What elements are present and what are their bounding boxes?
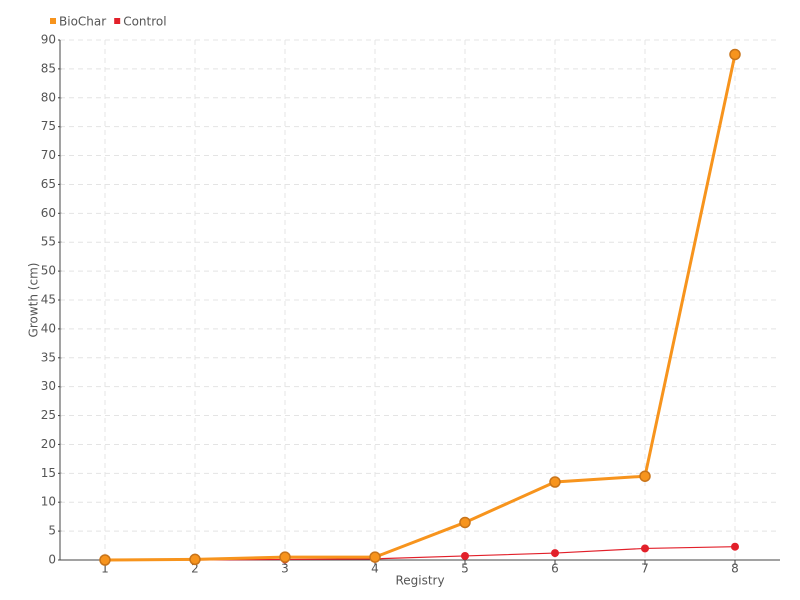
y-tick-label: 85 — [41, 61, 56, 75]
y-tick-label: 70 — [41, 148, 56, 162]
data-point — [279, 551, 291, 563]
data-point — [641, 544, 649, 553]
data-point — [639, 470, 651, 482]
y-tick-label: 65 — [41, 177, 56, 191]
y-tick-label: 25 — [41, 408, 56, 422]
y-axis-label: Growth (cm) — [27, 263, 41, 338]
x-tick-label: 7 — [641, 562, 649, 576]
y-tick-label: 90 — [41, 33, 56, 47]
y-tick-label: 75 — [41, 119, 56, 133]
data-point — [461, 551, 469, 560]
data-point — [729, 48, 741, 61]
legend-swatch — [114, 18, 121, 24]
y-tick-label: 55 — [41, 235, 56, 249]
x-tick-label: 4 — [371, 562, 379, 576]
x-axis-label: Registry — [395, 574, 444, 588]
data-point — [99, 554, 111, 566]
y-tick-label: 60 — [41, 206, 56, 220]
data-point — [459, 516, 471, 529]
y-tick-label: 0 — [48, 553, 56, 567]
x-tick-label: 3 — [281, 562, 289, 576]
y-tick-label: 40 — [41, 321, 56, 335]
data-point — [551, 549, 559, 558]
y-tick-label: 50 — [41, 264, 56, 278]
legend-label: BioChar — [59, 15, 106, 29]
y-tick-label: 35 — [41, 350, 56, 364]
x-tick-label: 6 — [551, 562, 559, 576]
x-tick-label: 5 — [461, 562, 469, 576]
y-tick-label: 15 — [41, 466, 56, 480]
x-tick-label: 2 — [191, 562, 199, 576]
y-tick-label: 10 — [41, 495, 56, 509]
legend-swatch — [50, 18, 56, 24]
data-point — [549, 476, 561, 488]
legend-label: Control — [123, 15, 166, 29]
series-line — [104, 54, 737, 562]
y-tick-label: 5 — [48, 524, 56, 538]
data-point — [731, 542, 739, 551]
data-point — [369, 551, 381, 563]
x-tick-label: 8 — [731, 562, 739, 576]
data-point — [189, 553, 201, 566]
y-tick-label: 80 — [41, 90, 56, 104]
y-tick-label: 45 — [41, 293, 56, 307]
x-tick-label: 1 — [101, 562, 109, 576]
y-tick-label: 20 — [41, 437, 56, 451]
y-tick-label: 30 — [41, 379, 56, 393]
